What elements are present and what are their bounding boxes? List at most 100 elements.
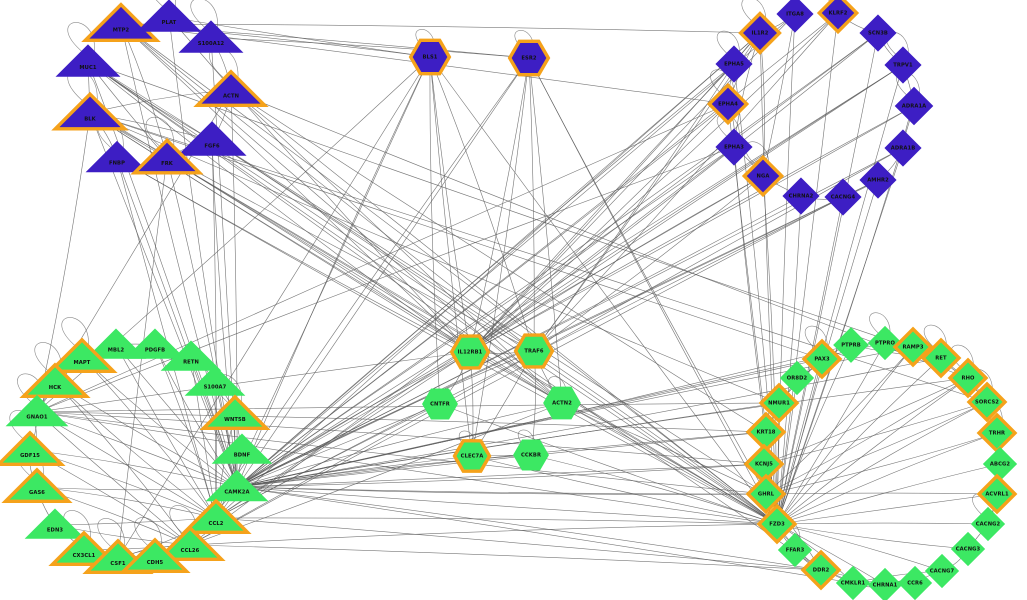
graph-node-fgf6[interactable] (177, 121, 247, 156)
graph-node-plat[interactable] (136, 0, 202, 32)
graph-node-ffar3[interactable] (777, 532, 813, 568)
graph-node-cx3cl1[interactable] (48, 530, 120, 567)
graph-node-chrna2[interactable] (782, 177, 820, 215)
graph-node-ramp3[interactable] (892, 326, 934, 368)
graph-node-bdnf[interactable] (211, 433, 273, 464)
graph-node-label-s100a7: S100A7 (204, 385, 227, 391)
graph-node-label-s100a12: S100A12 (198, 41, 225, 47)
graph-node-actn[interactable] (193, 69, 269, 108)
graph-node-label-gas6: GAS6 (29, 490, 45, 496)
graph-node-rho[interactable] (947, 357, 989, 399)
graph-node-label-cmklr1: CMKLR1 (841, 581, 866, 587)
graph-node-ret[interactable] (920, 337, 962, 379)
graph-node-mbl2[interactable] (85, 328, 147, 359)
graph-node-label-epha4: EPHA4 (718, 102, 738, 108)
graph-node-label-fzd3: FZD3 (769, 522, 785, 528)
graph-node-ccl26[interactable] (154, 525, 226, 562)
graph-node-label-pdgfb: PDGFB (145, 348, 165, 354)
graph-node-fnbp[interactable] (85, 140, 149, 173)
graph-node-cckbr[interactable] (513, 439, 549, 471)
graph-node-label-trhr: TRHR (989, 431, 1005, 437)
graph-node-label-rho: RHO (961, 376, 975, 382)
graph-node-s100a7[interactable] (184, 365, 246, 396)
graph-node-edn3[interactable] (24, 508, 86, 539)
graph-node-acvrl1[interactable] (976, 473, 1018, 515)
graph-node-blk[interactable] (51, 91, 129, 131)
node-label-layer: MTP2 PLAT S100A12 MUC1 ACTN BLK FGF6 FNBP FRK BLS… (20, 11, 1010, 589)
graph-node-label-bls1: BLS1 (422, 55, 437, 61)
graph-node-cacng3[interactable] (950, 531, 986, 567)
graph-node-adra1b[interactable] (884, 129, 922, 167)
graph-node-clec7a[interactable] (452, 439, 492, 473)
graph-node-cacng4[interactable] (824, 178, 862, 216)
graph-node-ptpro[interactable] (867, 325, 903, 361)
graph-node-label-ccr6: CCR6 (907, 581, 923, 587)
graph-node-label-epha3: EPHA3 (724, 145, 744, 151)
graph-node-label-cacng2: CACNG2 (976, 522, 1001, 528)
graph-node-ghrl[interactable] (745, 473, 787, 515)
graph-node-epha5[interactable] (715, 45, 753, 83)
graph-node-gdf15[interactable] (0, 430, 66, 467)
graph-node-cacng2[interactable] (970, 506, 1006, 542)
graph-node-mapt[interactable] (46, 337, 118, 374)
graph-node-label-abcg2: ABCG2 (990, 462, 1010, 468)
graph-node-ccl2[interactable] (180, 498, 252, 535)
graph-node-scn3b[interactable] (859, 14, 897, 52)
graph-node-label-il12rb1: IL12RB1 (458, 350, 483, 356)
graph-node-nga[interactable] (741, 154, 785, 198)
graph-node-adra1a[interactable] (894, 86, 934, 126)
graph-node-label-kcnj5: KCNJ5 (755, 462, 773, 468)
graph-node-label-il1r2: IL1R2 (752, 31, 769, 37)
graph-node-label-ffar3: FFAR3 (786, 548, 805, 554)
graph-node-cntfr[interactable] (422, 388, 458, 420)
graph-node-nmur1[interactable] (758, 382, 800, 424)
graph-node-pdgfb[interactable] (124, 328, 186, 359)
graph-node-label-pax3: PAX3 (814, 357, 830, 363)
graph-node-wnt5b[interactable] (199, 394, 271, 431)
graph-node-label-mtp2: MTP2 (113, 28, 130, 34)
graph-node-label-retn: RETN (183, 360, 199, 366)
graph-node-label-ccl2: CCL2 (209, 521, 224, 527)
graph-node-label-clec7a: CLEC7A (461, 454, 484, 460)
graph-node-epha4[interactable] (706, 82, 750, 126)
graph-node-label-sorcs2: SORCS2 (975, 400, 999, 406)
graph-node-il12rb1[interactable] (449, 334, 491, 370)
graph-node-label-ramp3: RAMP3 (902, 345, 923, 351)
graph-node-actn2[interactable] (543, 386, 581, 420)
graph-node-trpv1[interactable] (884, 46, 922, 84)
graph-node-cacng7[interactable] (924, 553, 960, 589)
graph-node-fzd3[interactable] (756, 503, 798, 545)
graph-node-label-traf6: TRAF6 (524, 349, 543, 355)
graph-node-camk2a[interactable] (205, 469, 269, 502)
self-loop-layer (9, 0, 1003, 549)
graph-node-bls1[interactable] (408, 38, 452, 76)
graph-node-il1r2[interactable] (738, 11, 782, 55)
graph-node-cdh5[interactable] (119, 537, 191, 574)
graph-node-traf6[interactable] (513, 333, 555, 369)
graph-node-hck[interactable] (19, 362, 91, 399)
graph-node-s100a12[interactable] (178, 20, 244, 53)
graph-node-epha3[interactable] (715, 128, 753, 166)
graph-node-gnao1[interactable] (5, 394, 69, 427)
graph-node-frk[interactable] (130, 137, 204, 175)
graph-node-esr2[interactable] (507, 39, 551, 77)
graph-node-muc1[interactable] (55, 44, 121, 77)
graph-node-ddr2[interactable] (800, 549, 842, 591)
graph-node-label-adra1b: ADRA1B (891, 146, 916, 152)
graph-node-ptprb[interactable] (833, 327, 869, 363)
graph-node-label-bdnf: BDNF (234, 453, 251, 459)
graph-node-sorcs2[interactable] (966, 381, 1008, 423)
graph-node-klrf2[interactable] (816, 0, 860, 35)
graph-node-pax3[interactable] (801, 338, 843, 380)
graph-node-or8d2[interactable] (779, 360, 815, 396)
graph-node-gas6[interactable] (1, 467, 73, 504)
graph-node-label-krt18: KRT18 (756, 430, 775, 436)
graph-node-chrna1[interactable] (867, 567, 903, 600)
graph-node-amhr2[interactable] (859, 161, 897, 199)
graph-node-label-or8d2: OR8D2 (787, 376, 808, 382)
graph-node-itga8[interactable] (776, 0, 814, 33)
graph-node-retn[interactable] (160, 340, 222, 371)
